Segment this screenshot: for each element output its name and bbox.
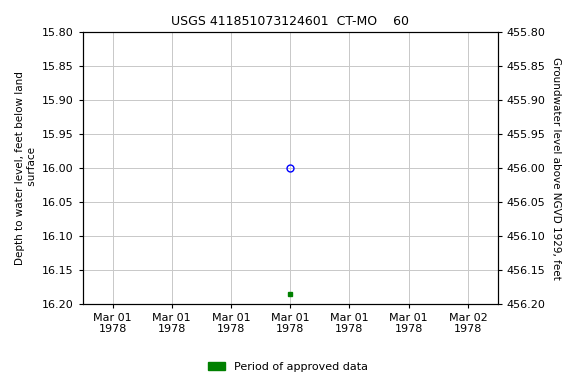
Y-axis label: Depth to water level, feet below land
 surface: Depth to water level, feet below land su… xyxy=(15,71,37,265)
Title: USGS 411851073124601  CT-MO    60: USGS 411851073124601 CT-MO 60 xyxy=(171,15,409,28)
Y-axis label: Groundwater level above NGVD 1929, feet: Groundwater level above NGVD 1929, feet xyxy=(551,56,561,279)
Legend: Period of approved data: Period of approved data xyxy=(204,358,372,377)
